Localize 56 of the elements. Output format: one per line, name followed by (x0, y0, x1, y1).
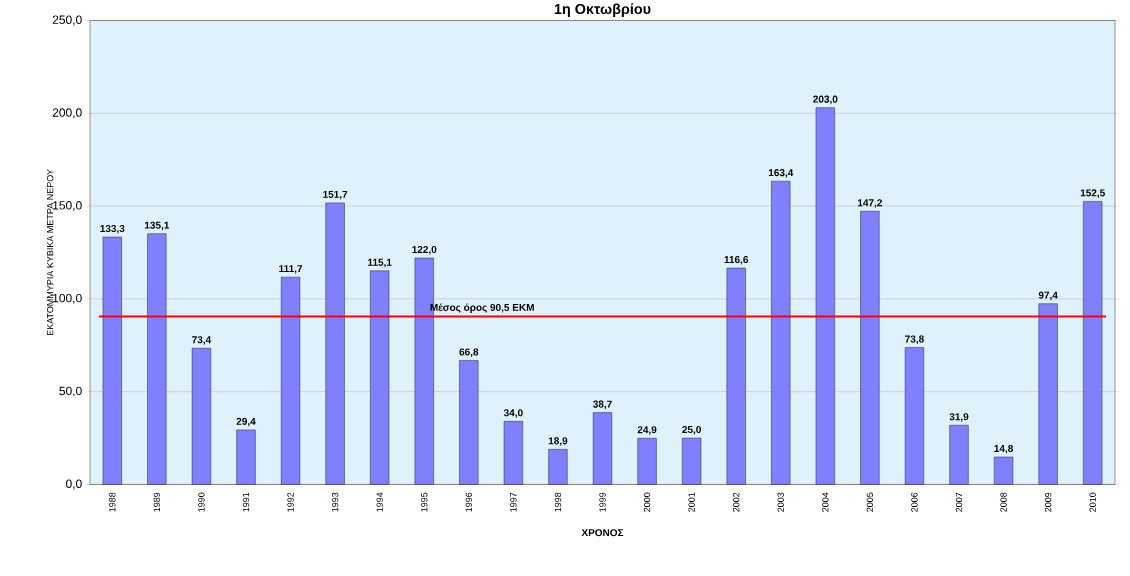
y-tick-label: 0,0 (66, 479, 82, 490)
x-tick-label: 1996 (465, 492, 472, 512)
x-tick-label: 1993 (331, 492, 339, 512)
data-label: 203,0 (813, 95, 838, 104)
x-tick-label: 2005 (866, 492, 874, 512)
ref-line-label: Μέσος όρος 90,5 ΕΚΜ (430, 303, 534, 313)
x-axis-title: ΧΡΟΝΟΣ (581, 528, 624, 536)
data-label: 31,9 (949, 412, 969, 422)
data-label: 147,2 (858, 198, 882, 208)
x-tick-label: 1997 (510, 492, 517, 512)
data-label: 73,4 (192, 335, 212, 345)
x-tick-label: 1991 (242, 492, 250, 512)
x-tick-label: 1989 (153, 492, 161, 512)
data-label: 111,7 (279, 264, 303, 274)
data-label: 14,8 (994, 444, 1013, 454)
x-tick-label: 1995 (421, 492, 428, 512)
y-tick-label: 200,0 (52, 108, 82, 118)
data-label: 151,7 (323, 190, 348, 200)
chart-title: 1η Οκτωβρίου (554, 3, 651, 17)
data-label: 97,4 (1038, 291, 1058, 300)
x-tick-label: 1990 (198, 492, 205, 512)
data-label: 122,0 (412, 245, 437, 255)
x-tick-label: 2004 (822, 492, 829, 512)
data-label: 116,6 (724, 255, 749, 265)
x-tick-label: 2007 (955, 492, 963, 512)
x-tick-label: 2003 (777, 492, 784, 512)
data-label: 18,9 (548, 437, 568, 446)
x-tick-label: 1994 (376, 492, 383, 512)
data-label: 163,4 (768, 168, 794, 178)
x-tick-label: 1998 (554, 492, 562, 512)
data-label: 66,8 (459, 348, 479, 357)
data-label: 133,3 (100, 224, 125, 234)
data-label: 38,7 (593, 400, 612, 409)
x-tick-label: 2000 (643, 492, 651, 512)
x-tick-label: 1999 (599, 492, 606, 512)
data-label: 29,4 (236, 417, 256, 427)
data-label: 152,5 (1080, 189, 1105, 198)
x-tick-label: 2002 (733, 492, 740, 512)
data-label: 115,1 (368, 258, 392, 268)
y-tick-label: 150,0 (53, 200, 82, 211)
y-axis-title: ΕΚΑΤΟΜΜΥΡΙΑ ΚΥΒΙΚΑ ΜΕΤΡΑ ΝΕΡΟΥ (46, 169, 54, 335)
y-tick-label: 250,0 (52, 15, 82, 26)
y-tick-label: 50,0 (59, 386, 82, 397)
data-label: 34,0 (503, 409, 523, 418)
data-label: 25,0 (682, 425, 701, 435)
y-tick-label: 100,0 (53, 293, 82, 304)
x-tick-label: 1992 (287, 492, 294, 512)
x-tick-label: 2001 (688, 492, 695, 512)
data-label: 135,1 (144, 221, 170, 230)
data-label: 73,8 (905, 335, 924, 344)
x-tick-label: 2006 (911, 492, 918, 512)
x-tick-label: 2010 (1089, 492, 1096, 512)
data-label: 24,9 (637, 425, 657, 435)
x-tick-label: 2009 (1044, 492, 1052, 512)
x-tick-label: 2008 (1000, 492, 1007, 512)
x-tick-label: 1988 (109, 492, 116, 512)
